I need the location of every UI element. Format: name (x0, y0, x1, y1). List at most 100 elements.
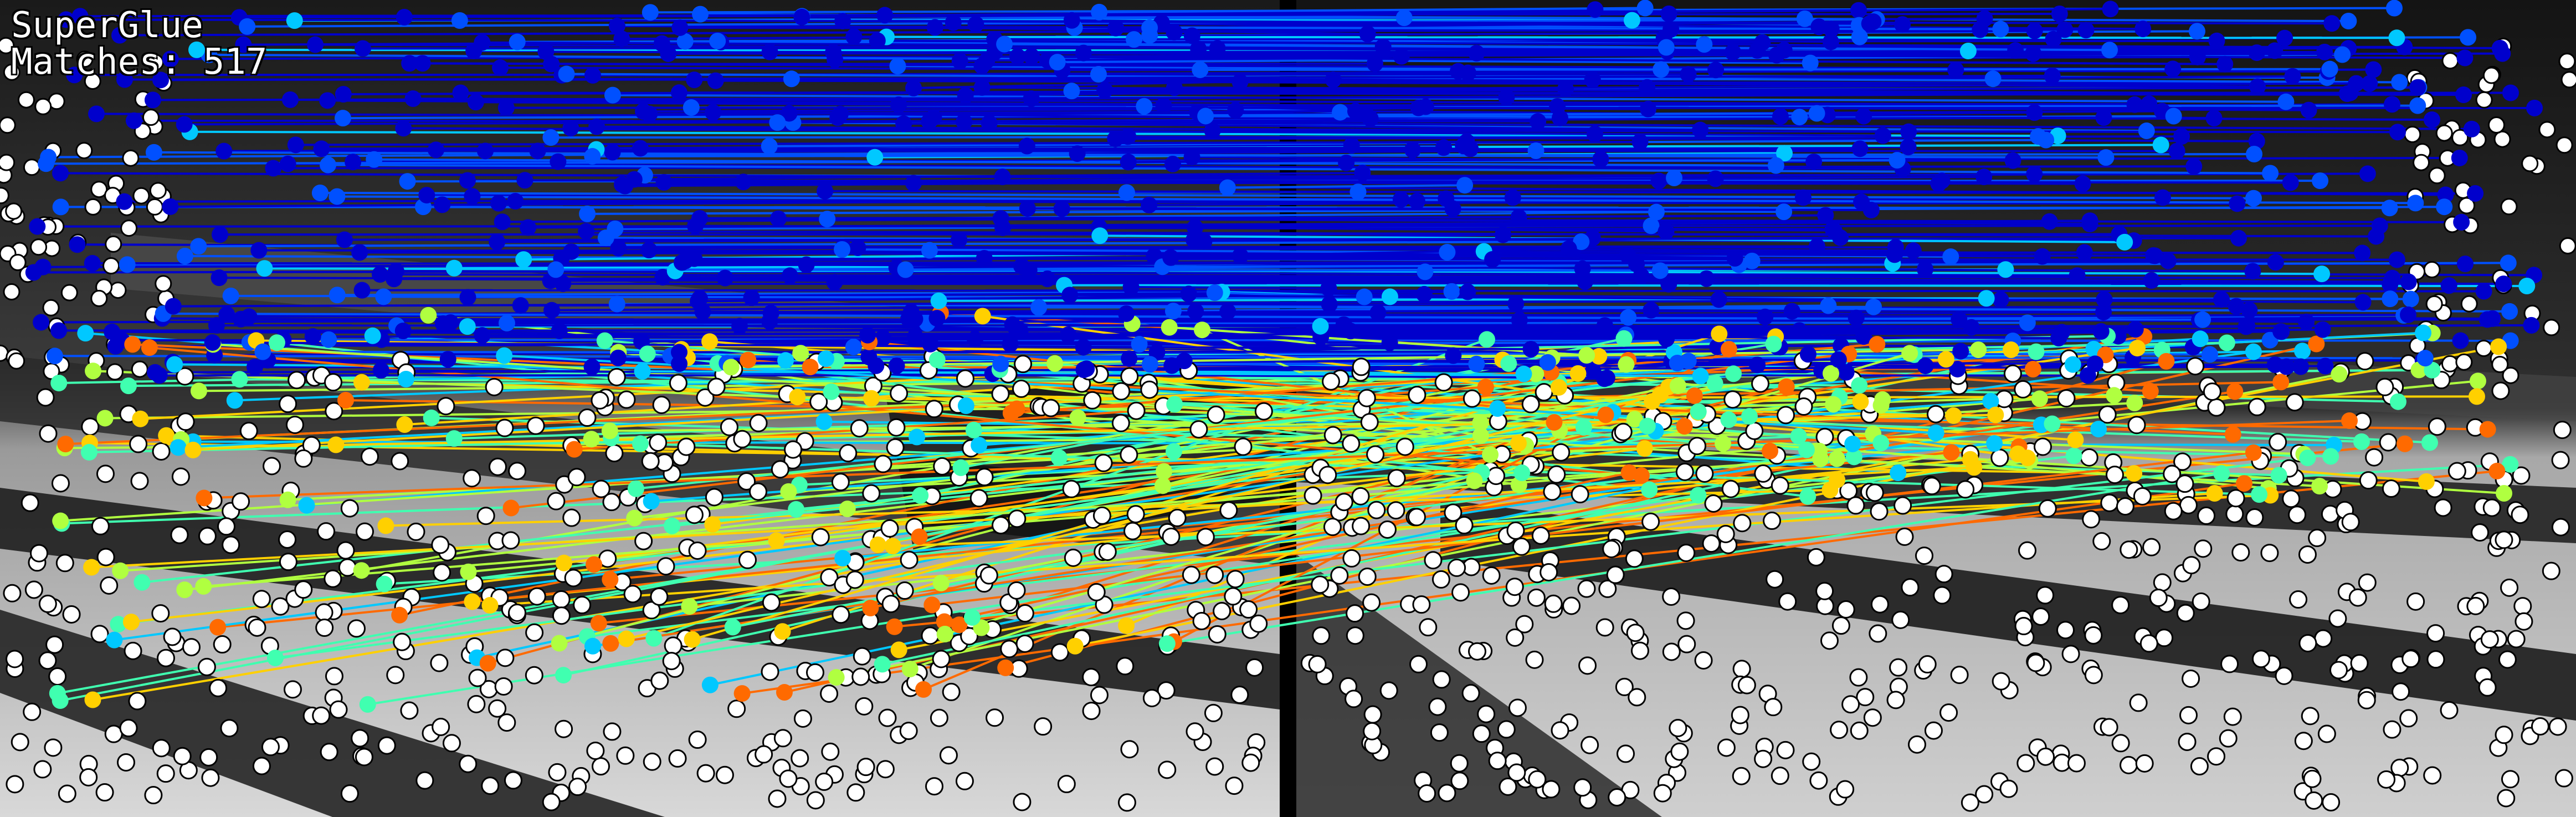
matched-keypoint (777, 352, 794, 369)
unmatched-keypoint (578, 408, 597, 427)
unmatched-keypoint (2512, 466, 2531, 485)
matched-keypoint (52, 692, 69, 709)
match-line (1075, 452, 2018, 647)
unmatched-keypoint (669, 374, 687, 392)
unmatched-keypoint (1733, 514, 1752, 533)
unmatched-keypoint (1000, 640, 1019, 658)
matched-keypoint (2463, 120, 2480, 137)
unmatched-keypoint (1915, 547, 1934, 565)
unmatched-keypoint (2482, 498, 2501, 517)
matched-keypoint (798, 256, 815, 273)
matched-keypoint (2230, 229, 2247, 247)
matched-keypoint (1154, 477, 1172, 494)
matched-keypoint (1187, 219, 1204, 236)
unmatched-keypoint (2423, 766, 2442, 785)
unmatched-keypoint (895, 581, 914, 600)
matched-keypoint (707, 72, 724, 89)
matched-keypoint (387, 263, 404, 280)
unmatched-keypoint (2178, 732, 2197, 751)
matched-keypoint (1783, 303, 1800, 320)
matched-keypoint (733, 685, 751, 702)
matched-keypoint (77, 325, 94, 342)
matched-keypoint (515, 251, 532, 268)
matched-keypoint (1489, 400, 1506, 417)
unmatched-keypoint (1142, 688, 1161, 707)
unmatched-keypoint (1626, 624, 1645, 642)
unmatched-keypoint (1999, 779, 2018, 798)
unmatched-keypoint (271, 597, 290, 616)
matched-keypoint (2064, 356, 2081, 373)
matched-keypoint (1107, 130, 1124, 147)
unmatched-keypoint (1363, 722, 1382, 741)
unmatched-keypoint (1472, 724, 1491, 743)
match-line (132, 343, 2233, 436)
unmatched-keypoint (662, 652, 681, 671)
unmatched-keypoint (23, 159, 40, 176)
matched-keypoint (684, 631, 701, 648)
unmatched-keypoint (1015, 604, 1034, 623)
matched-keypoint (1851, 140, 1869, 157)
matched-keypoint (66, 67, 83, 84)
matched-keypoint (1669, 355, 1686, 372)
matched-keypoint (769, 114, 786, 131)
unmatched-keypoint (20, 493, 39, 512)
matched-keypoint (1972, 21, 1989, 38)
matched-keypoint (2224, 426, 2241, 443)
matched-keypoint (107, 338, 124, 355)
unmatched-keypoint (2314, 629, 2333, 648)
matched-keypoint (907, 328, 924, 345)
unmatched-keypoint (1547, 465, 1566, 484)
match-line (198, 241, 1582, 248)
unmatched-keypoint (1450, 754, 1469, 773)
matched-keypoint (124, 336, 141, 353)
unmatched-keypoint (0, 187, 9, 205)
matched-keypoint (1802, 54, 1819, 72)
unmatched-keypoint (1702, 534, 1721, 553)
unmatched-keypoint (552, 590, 571, 609)
matched-keypoint (686, 72, 703, 89)
match-line (337, 195, 2416, 205)
unmatched-keypoint (809, 392, 828, 411)
unmatched-keypoint (2308, 529, 2327, 548)
unmatched-keypoint (508, 604, 527, 622)
matched-keypoint (596, 332, 613, 349)
unmatched-keypoint (442, 734, 461, 753)
unmatched-keypoint (1041, 399, 1060, 417)
unmatched-keypoint (2426, 624, 2445, 643)
unmatched-keypoint (2375, 377, 2394, 396)
unmatched-keypoint (2392, 682, 2410, 701)
matched-keypoint (793, 8, 810, 25)
unmatched-keypoint (2231, 543, 2250, 562)
unmatched-keypoint (393, 632, 412, 651)
match-line (1227, 184, 1465, 189)
matched-keypoint (543, 55, 560, 73)
matched-keypoint (897, 261, 914, 278)
unmatched-keypoint (1162, 527, 1181, 546)
unmatched-keypoint (2197, 506, 2216, 525)
matched-keypoint (789, 389, 806, 406)
matched-keypoint (166, 356, 183, 373)
unmatched-keypoint (1870, 595, 1889, 614)
matched-keypoint (1900, 139, 1917, 156)
unmatched-keypoint (1342, 434, 1361, 453)
unmatched-keypoint (1716, 524, 1735, 543)
unmatched-keypoint (525, 666, 543, 685)
unmatched-keypoint (1352, 517, 1371, 535)
matched-keypoint (2051, 5, 2068, 22)
matched-keypoint (377, 517, 394, 534)
matched-keypoint (2311, 478, 2328, 495)
matched-keypoint (832, 105, 849, 122)
matched-keypoint (704, 516, 721, 533)
unmatched-keypoint (1933, 586, 1952, 605)
matched-keypoint (337, 392, 355, 409)
matched-keypoint (2276, 29, 2293, 47)
unmatched-keypoint (1924, 721, 1943, 740)
matched-keypoint (1767, 157, 1784, 174)
matched-keypoint (2045, 30, 2062, 48)
unmatched-keypoint (921, 626, 940, 645)
unmatched-keypoint (1865, 483, 1884, 502)
matched-keypoint (604, 144, 621, 161)
unmatched-keypoint (592, 757, 610, 776)
unmatched-keypoint (1367, 501, 1386, 519)
matched-keypoint (951, 231, 968, 248)
